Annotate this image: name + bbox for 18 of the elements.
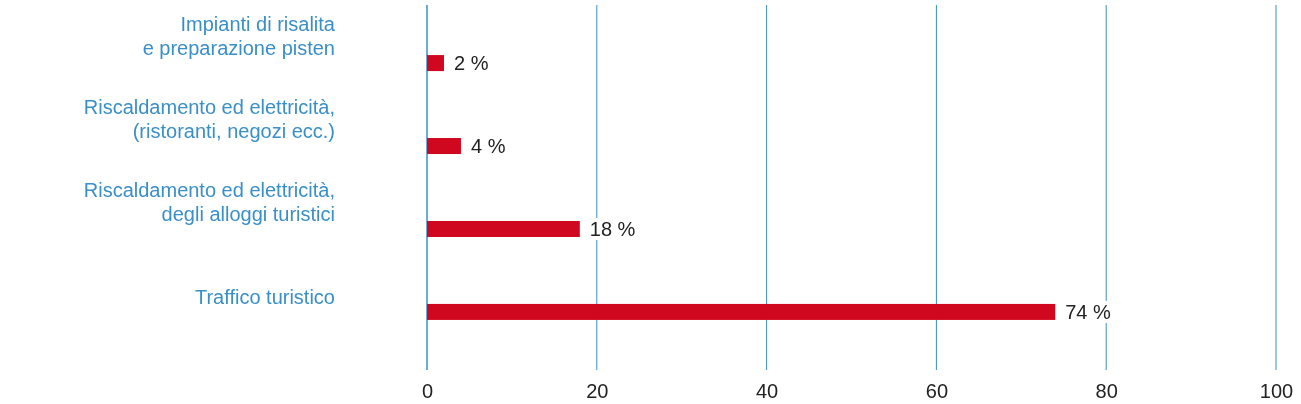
bar (427, 303, 1056, 320)
y-tick-label: Traffico turistico (194, 285, 335, 308)
data-label: 18 % (589, 217, 636, 240)
y-tick-label: Impianti di risalita e preparazione pisten (142, 13, 336, 60)
y-tick-label: Riscaldamento ed elettricità, (ristoranti, negozi ecc.) (83, 96, 335, 143)
bar (427, 220, 580, 237)
x-tick-label: 40 (755, 380, 779, 403)
x-tick-label: 60 (925, 380, 949, 403)
data-label: 4 % (470, 135, 506, 158)
data-label: 74 % (1065, 300, 1112, 323)
bar (427, 138, 461, 155)
x-tick-label: 100 (1259, 380, 1294, 403)
data-label: 2 % (453, 52, 489, 75)
x-tick-label: 0 (421, 380, 434, 403)
y-tick-label: Riscaldamento ed elettricità, degli alloggi turistici (83, 178, 335, 225)
x-tick-label: 80 (1095, 380, 1118, 403)
x-tick-label: 20 (586, 380, 609, 403)
bar (427, 55, 444, 72)
